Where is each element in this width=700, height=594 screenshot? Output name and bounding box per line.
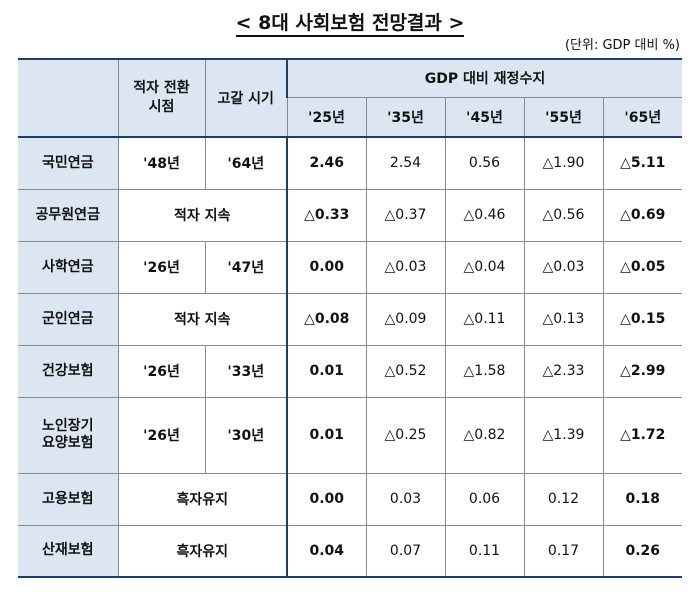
value-cell: △0.25 [365, 396, 446, 474]
header-fiscal: GDP 대비 재정수지 [286, 58, 682, 98]
value-cell: 0.18 [602, 472, 682, 526]
table-row: 국민연금 '48년 '64년 2.46 2.54 0.56 △1.90 △5.11 [18, 136, 682, 190]
row-name: 군인연금 [18, 292, 119, 346]
value-cell: △0.03 [523, 240, 604, 294]
table-row: 산재보험 흑자유지 0.04 0.07 0.11 0.17 0.26 [18, 524, 682, 578]
page-title: < 8대 사회보험 전망결과 > [0, 8, 700, 37]
value-cell: △0.13 [523, 292, 604, 346]
value-cell: 2.46 [286, 136, 367, 190]
insurance-outlook-table: 적자 전환 시점 고갈 시기 GDP 대비 재정수지 '25년 '35년 '45… [18, 58, 682, 578]
depletion-cell: '47년 [204, 240, 288, 294]
value-cell: 0.01 [286, 344, 367, 398]
value-cell: 0.01 [286, 396, 367, 474]
unit-label: (단위: GDP 대비 %) [564, 38, 680, 53]
value-cell: △2.99 [602, 344, 682, 398]
row-name: 노인장기 요양보험 [18, 396, 119, 474]
table-row: 사학연금 '26년 '47년 0.00 △0.03 △0.04 △0.03 △0.05 [18, 240, 682, 294]
value-cell: △0.46 [444, 188, 525, 242]
value-cell: 0.17 [523, 524, 604, 578]
value-cell: 0.07 [365, 524, 446, 578]
value-cell: △5.11 [602, 136, 682, 190]
value-cell: △1.90 [523, 136, 604, 190]
status-cell: 적자 지속 [117, 188, 288, 242]
value-cell: △0.33 [286, 188, 367, 242]
header-year: '65년 [602, 96, 682, 138]
header-year: '35년 [365, 96, 446, 138]
value-cell: △1.58 [444, 344, 525, 398]
value-cell: 0.00 [286, 472, 367, 526]
value-cell: 0.26 [602, 524, 682, 578]
header-transition: 적자 전환 시점 [117, 58, 206, 138]
transition-cell: '26년 [117, 344, 206, 398]
value-cell: △0.11 [444, 292, 525, 346]
table-row: 건강보험 '26년 '33년 0.01 △0.52 △1.58 △2.33 △2.99 [18, 344, 682, 398]
value-cell: 0.04 [286, 524, 367, 578]
value-cell: 0.12 [523, 472, 604, 526]
row-name: 국민연금 [18, 136, 119, 190]
value-cell: △0.04 [444, 240, 525, 294]
header-year: '55년 [523, 96, 604, 138]
transition-cell: '48년 [117, 136, 206, 190]
value-cell: 0.56 [444, 136, 525, 190]
table-row: 군인연금 적자 지속 △0.08 △0.09 △0.11 △0.13 △0.15 [18, 292, 682, 346]
depletion-cell: '30년 [204, 396, 288, 474]
header-blank [18, 58, 119, 138]
table-row: 공무원연금 적자 지속 △0.33 △0.37 △0.46 △0.56 △0.69 [18, 188, 682, 242]
value-cell: △0.82 [444, 396, 525, 474]
value-cell: △0.69 [602, 188, 682, 242]
value-cell: △0.09 [365, 292, 446, 346]
value-cell: 0.03 [365, 472, 446, 526]
status-cell: 적자 지속 [117, 292, 288, 346]
value-cell: 0.11 [444, 524, 525, 578]
header-year: '45년 [444, 96, 525, 138]
row-name: 건강보험 [18, 344, 119, 398]
value-cell: 0.06 [444, 472, 525, 526]
table-row: 고용보험 흑자유지 0.00 0.03 0.06 0.12 0.18 [18, 472, 682, 526]
table-row: 노인장기 요양보험 '26년 '30년 0.01 △0.25 △0.82 △1.39 △1.7… [18, 396, 682, 474]
value-cell: 2.54 [365, 136, 446, 190]
row-name: 산재보험 [18, 524, 119, 578]
transition-cell: '26년 [117, 396, 206, 474]
value-cell: △1.72 [602, 396, 682, 474]
status-cell: 흑자유지 [117, 472, 288, 526]
value-cell: △0.15 [602, 292, 682, 346]
row-name: 공무원연금 [18, 188, 119, 242]
status-cell: 흑자유지 [117, 524, 288, 578]
value-cell: △2.33 [523, 344, 604, 398]
title-text: < 8대 사회보험 전망결과 > [235, 12, 465, 37]
value-cell: △1.39 [523, 396, 604, 474]
value-cell: 0.00 [286, 240, 367, 294]
header-depletion: 고갈 시기 [204, 58, 288, 138]
row-name: 사학연금 [18, 240, 119, 294]
value-cell: △0.52 [365, 344, 446, 398]
header-year: '25년 [287, 96, 367, 138]
value-cell: △0.05 [602, 240, 682, 294]
transition-cell: '26년 [117, 240, 206, 294]
depletion-cell: '33년 [204, 344, 288, 398]
value-cell: △0.08 [286, 292, 367, 346]
depletion-cell: '64년 [204, 136, 288, 190]
row-name: 고용보험 [18, 472, 119, 526]
value-cell: △0.37 [365, 188, 446, 242]
value-cell: △0.03 [365, 240, 446, 294]
value-cell: △0.56 [523, 188, 604, 242]
